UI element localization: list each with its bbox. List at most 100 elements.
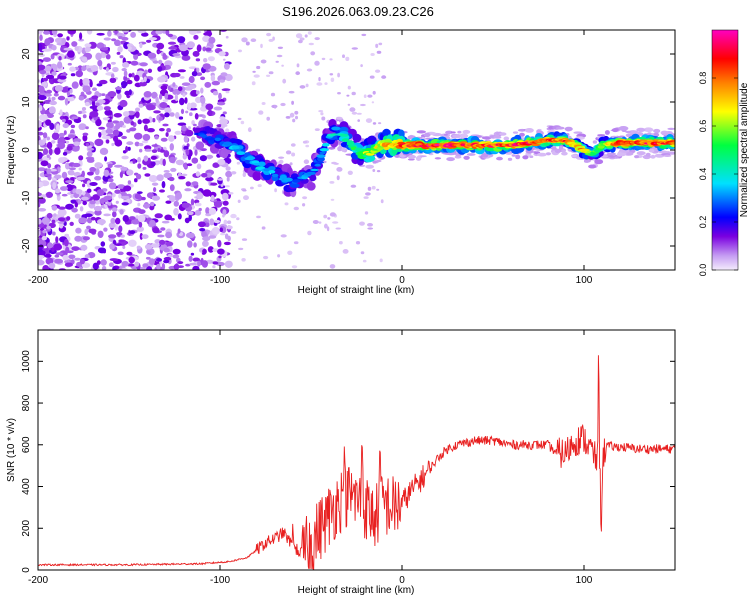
heatmap-haze xyxy=(450,131,456,134)
heatmap-noise-blob xyxy=(147,68,153,74)
heatmap-noise-blob xyxy=(351,111,358,115)
heatmap-noise-blob xyxy=(295,115,298,120)
heatmap-haze xyxy=(625,130,632,134)
heatmap-noise-blob xyxy=(172,248,181,255)
heatmap-noise-blob xyxy=(314,37,320,41)
heatmap-noise-blob xyxy=(256,65,261,70)
heatmap-noise-blob xyxy=(329,264,336,269)
heatmap-noise-blob xyxy=(69,66,76,72)
heatmap-noise-blob xyxy=(337,146,343,152)
heatmap-noise-blob xyxy=(82,134,88,142)
heatmap-haze xyxy=(650,154,656,159)
snr-x-tick-label: 100 xyxy=(576,575,593,586)
heatmap-noise-blob xyxy=(219,227,223,233)
heatmap-noise-blob xyxy=(177,122,187,126)
heatmap-noise-blob xyxy=(127,146,131,151)
heatmap-noise-blob xyxy=(342,249,349,254)
heatmap-noise-blob xyxy=(216,44,223,47)
heatmap-noise-blob xyxy=(284,202,289,206)
heatmap-noise-blob xyxy=(210,74,216,82)
heatmap-noise-blob xyxy=(84,254,90,259)
heatmap-noise-blob xyxy=(58,56,62,61)
heatmap-noise-blob xyxy=(84,46,91,53)
heatmap-x-label: Height of straight line (km) xyxy=(298,285,415,296)
heatmap-noise-blob xyxy=(163,150,170,158)
heatmap-noise-blob xyxy=(54,147,61,155)
heatmap-noise-blob xyxy=(342,54,345,58)
heatmap-noise-blob xyxy=(189,112,193,117)
heatmap-noise-blob xyxy=(71,207,78,213)
heatmap-noise-blob xyxy=(67,50,75,58)
heatmap-noise-blob xyxy=(118,225,123,233)
heatmap-ridge-cell xyxy=(309,174,317,182)
heatmap-noise-blob xyxy=(321,116,326,121)
heatmap-noise-blob xyxy=(329,212,336,217)
heatmap-noise-blob xyxy=(188,66,197,70)
heatmap-noise-blob xyxy=(68,171,76,176)
heatmap-noise-blob xyxy=(381,75,387,79)
heatmap-noise-blob xyxy=(179,97,185,106)
heatmap-noise-blob xyxy=(181,173,188,177)
heatmap-noise-blob xyxy=(223,219,228,225)
heatmap-noise-blob xyxy=(173,200,179,207)
snr-x-tick-label: -100 xyxy=(210,575,230,586)
heatmap-haze xyxy=(462,129,471,134)
heatmap-haze xyxy=(648,148,655,153)
snr-x-label: Height of straight line (km) xyxy=(298,585,415,596)
heatmap-noise-blob xyxy=(293,241,299,245)
heatmap-noise-blob xyxy=(87,171,94,176)
heatmap-noise-blob xyxy=(57,61,63,69)
heatmap-ridge-cell xyxy=(271,175,279,182)
heatmap-noise-blob xyxy=(128,256,135,264)
heatmap-noise-blob xyxy=(69,167,76,171)
heatmap-noise-blob xyxy=(221,88,231,92)
heatmap-haze xyxy=(661,133,669,136)
heatmap-noise-blob xyxy=(199,228,206,232)
heatmap-noise-blob xyxy=(62,151,68,156)
heatmap-noise-blob xyxy=(168,156,176,164)
heatmap-noise-blob xyxy=(293,206,299,211)
heatmap-haze xyxy=(519,132,525,137)
heatmap-noise-blob xyxy=(38,248,43,252)
heatmap-noise-blob xyxy=(71,81,79,89)
heatmap-noise-blob xyxy=(356,112,362,115)
heatmap-noise-blob xyxy=(51,219,56,224)
heatmap-noise-blob xyxy=(299,85,306,89)
heatmap-noise-blob xyxy=(51,30,58,35)
heatmap-haze xyxy=(647,132,652,135)
heatmap-noise-blob xyxy=(63,47,72,51)
heatmap-noise-blob xyxy=(96,32,105,36)
heatmap-noise-blob xyxy=(148,175,158,183)
heatmap-noise-blob xyxy=(157,66,163,72)
heatmap-noise-blob xyxy=(217,239,222,248)
heatmap-noise-blob xyxy=(38,181,44,188)
heatmap-noise-blob xyxy=(181,54,191,61)
heatmap-noise-blob xyxy=(137,30,147,34)
heatmap-x-tick-label: 100 xyxy=(576,275,593,286)
heatmap-noise-blob xyxy=(41,248,49,251)
heatmap-noise-blob xyxy=(121,202,129,206)
heatmap-noise-blob xyxy=(295,33,303,39)
heatmap-noise-blob xyxy=(191,71,198,77)
heatmap-noise-blob xyxy=(302,140,308,144)
heatmap-noise-blob xyxy=(164,112,170,118)
heatmap-haze xyxy=(505,152,513,155)
heatmap-noise-blob xyxy=(360,64,363,68)
heatmap-noise-blob xyxy=(336,175,340,181)
heatmap-noise-blob xyxy=(93,205,102,212)
heatmap-noise-blob xyxy=(38,255,45,258)
heatmap-noise-blob xyxy=(134,132,143,140)
heatmap-noise-blob xyxy=(222,214,225,218)
heatmap-noise-blob xyxy=(187,211,194,216)
heatmap-noise-blob xyxy=(164,92,169,100)
heatmap-noise-blob xyxy=(241,37,248,43)
snr-plot: -200 -100 0 100 0 200 400 600 800 1000 Height of… xyxy=(6,329,676,596)
heatmap-noise-blob xyxy=(85,126,89,130)
heatmap-noise-blob xyxy=(133,53,139,60)
heatmap-noise-blob xyxy=(100,47,109,51)
heatmap-ridge-cell xyxy=(246,156,256,161)
heatmap-noise-blob xyxy=(94,209,102,216)
heatmap-noise-blob xyxy=(101,135,111,140)
heatmap-noise-blob xyxy=(111,207,118,212)
heatmap-ridge-cell xyxy=(262,172,272,181)
